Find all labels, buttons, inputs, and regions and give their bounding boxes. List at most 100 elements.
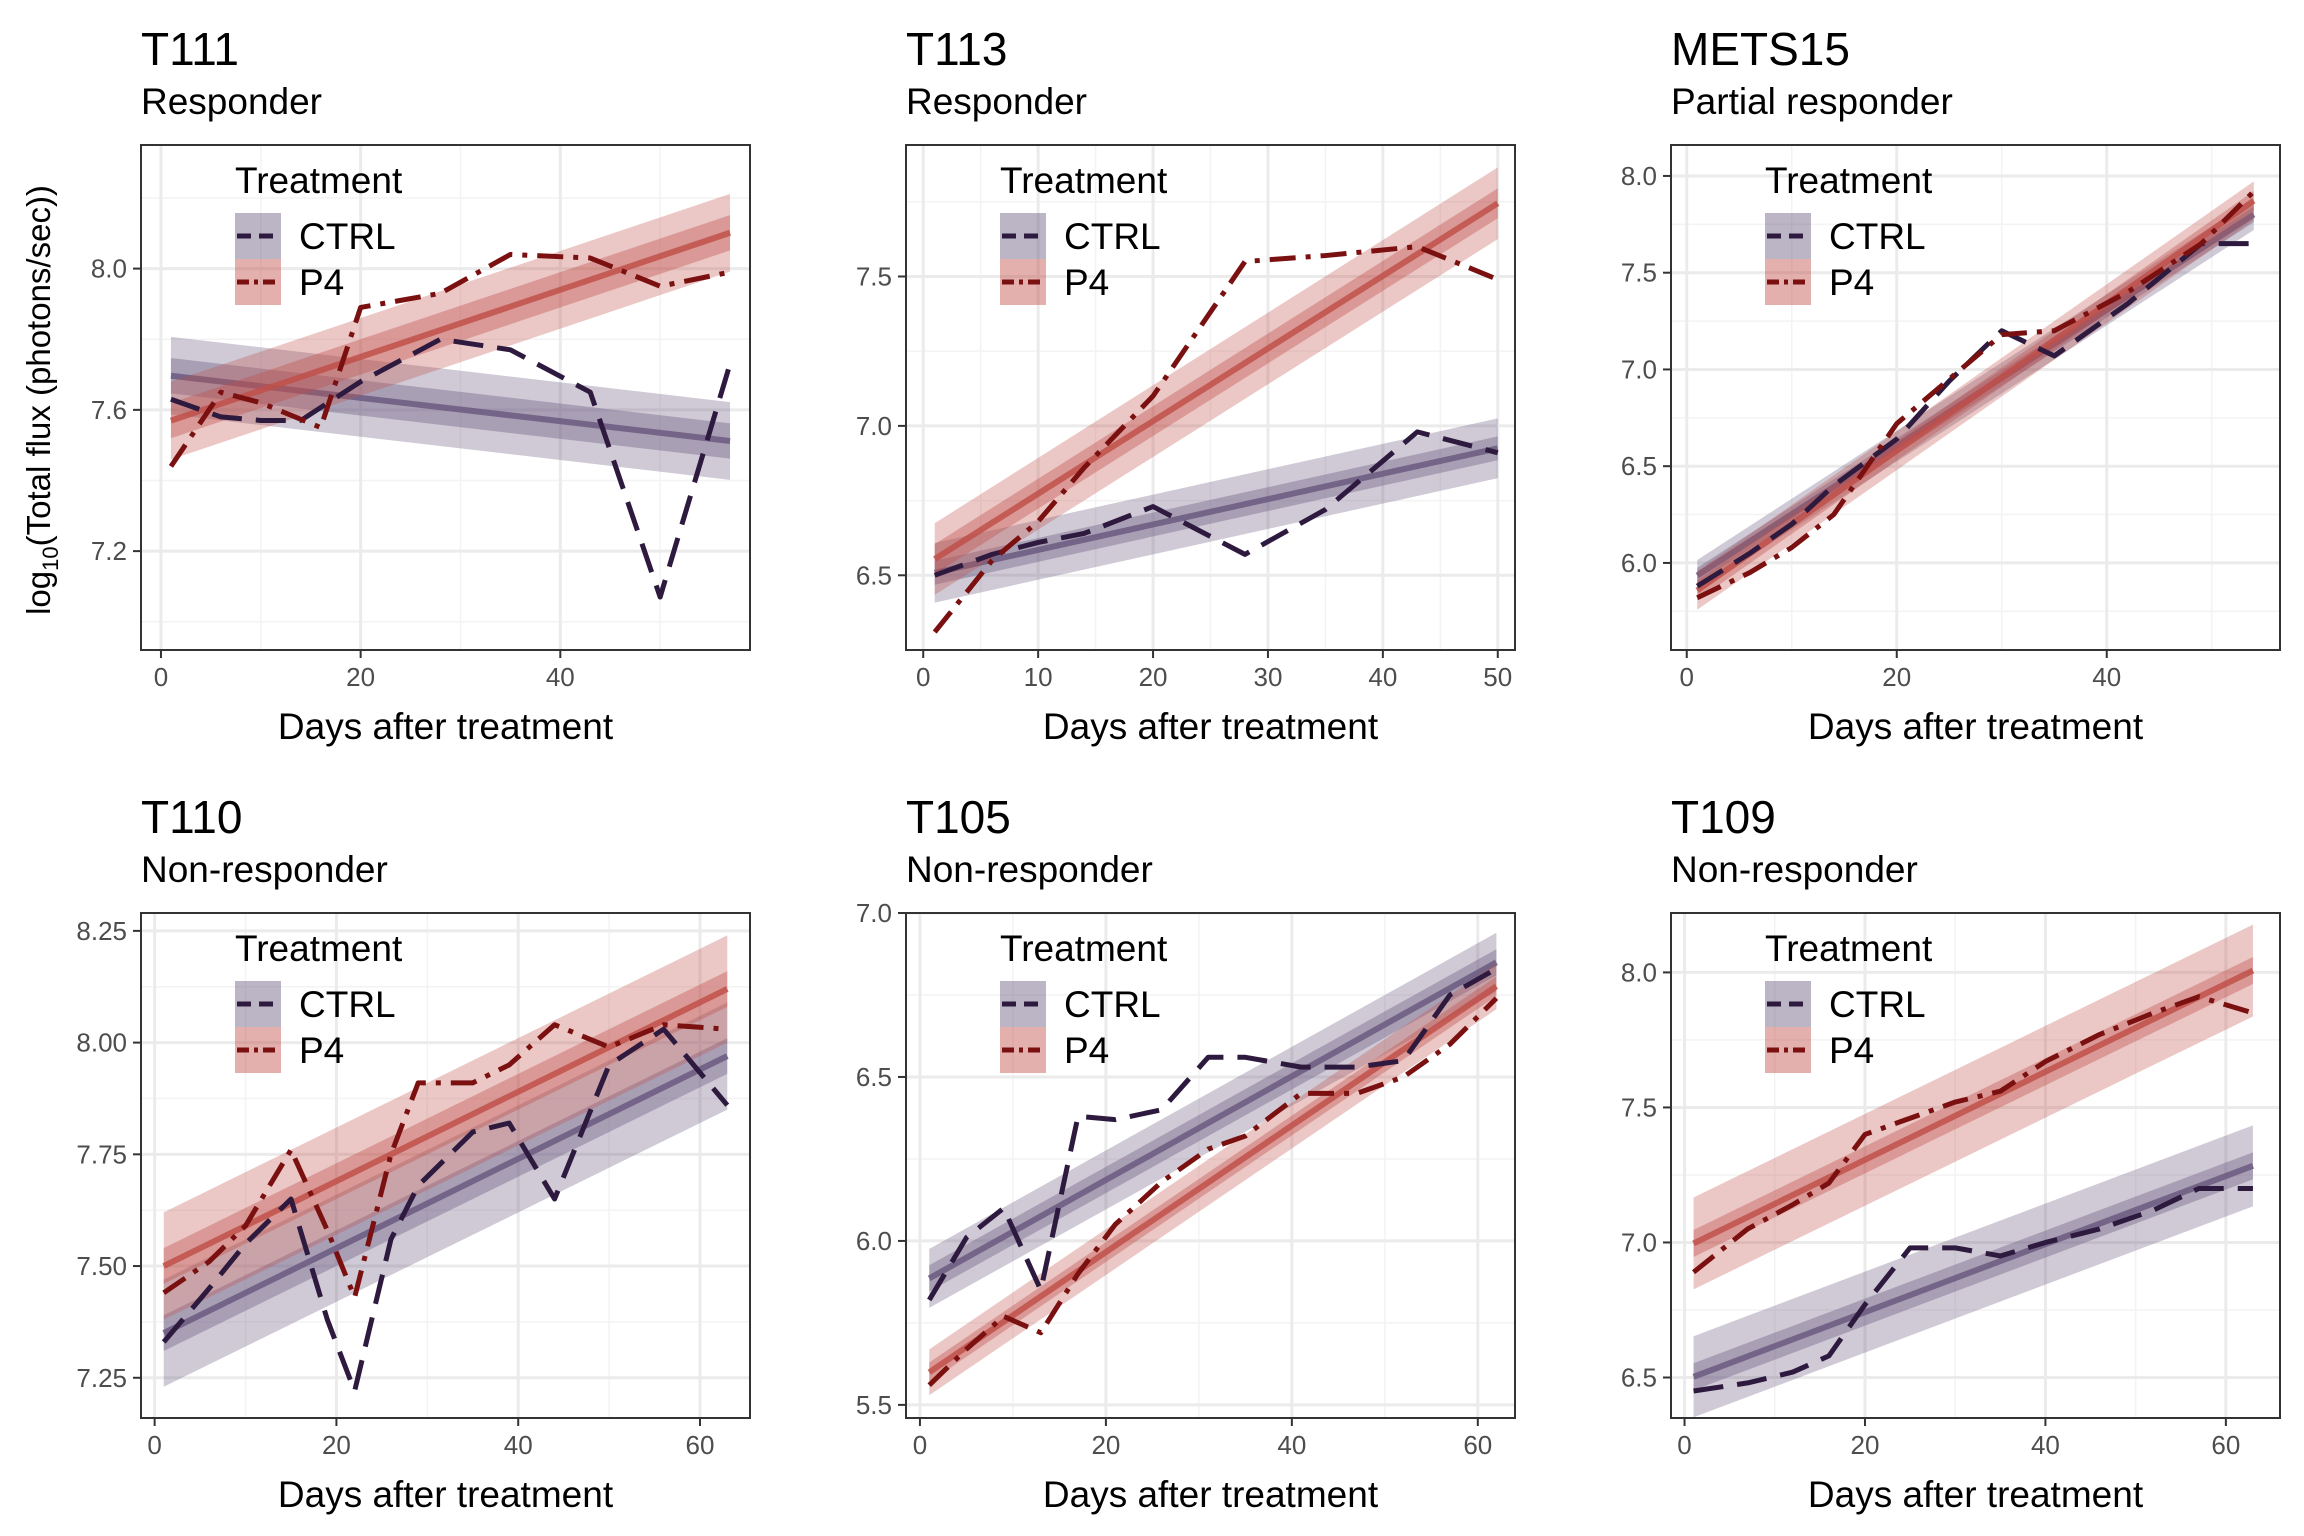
plot-area <box>932 167 1500 634</box>
y-tick-label: 7.5 <box>1621 258 1657 288</box>
legend-label-ctrl: CTRL <box>1829 984 1926 1025</box>
grid <box>141 913 750 1418</box>
x-tick-label: 40 <box>1368 662 1397 692</box>
panel-5: T109 Non-responder 0 20 40 60 6.5 7.0 7.5 8.0 Trea… <box>1621 791 2281 1515</box>
legend: Treatment CTRL P4 <box>235 160 403 305</box>
legend-label-p4: P4 <box>1064 1030 1109 1071</box>
fit-line-ctrl <box>1692 1163 2254 1380</box>
x-tick-label: 40 <box>2092 662 2121 692</box>
panel-1: T113 Responder 0 10 20 30 40 50 6.5 7.0 7.5 Treatme… <box>856 23 1516 747</box>
legend-label-p4: P4 <box>299 1030 344 1071</box>
x-tick-label: 40 <box>504 1430 533 1460</box>
legend-label-p4: P4 <box>299 262 344 303</box>
x-tick-label: 20 <box>1851 1430 1880 1460</box>
grid <box>1671 145 2280 650</box>
y-tick-label: 7.0 <box>1621 1227 1657 1257</box>
plot-area <box>1691 924 2255 1418</box>
grid <box>906 913 1515 1418</box>
x-tick-label: 20 <box>346 662 375 692</box>
x-tick-label: 0 <box>154 662 168 692</box>
panel-border <box>140 912 751 1419</box>
x-tick-label: 20 <box>322 1430 351 1460</box>
panel-border <box>905 912 1516 1419</box>
series-line-p4 <box>1691 994 2254 1275</box>
x-tick-label: 40 <box>2031 1430 2060 1460</box>
fit-line-p4 <box>169 229 731 424</box>
y-tick-label: 8.00 <box>76 1028 127 1058</box>
x-axis-label: Days after treatment <box>278 706 614 747</box>
panel-border <box>1670 144 2281 651</box>
legend-label-ctrl: CTRL <box>1064 984 1161 1025</box>
legend-label-p4: P4 <box>1829 1030 1874 1071</box>
series-line-p4 <box>168 251 731 468</box>
legend: Treatment CTRL P4 <box>235 928 403 1073</box>
y-tick-label: 7.0 <box>856 898 892 928</box>
legend-title: Treatment <box>1765 928 1933 969</box>
x-tick-label: 10 <box>1024 662 1053 692</box>
y-tick-label: 7.50 <box>76 1251 127 1281</box>
panel-title: T105 <box>906 791 1011 843</box>
y-tick-label: 8.0 <box>1621 161 1657 191</box>
x-tick-label: 50 <box>1483 662 1512 692</box>
legend-title: Treatment <box>235 160 403 201</box>
legend-label-ctrl: CTRL <box>299 216 396 257</box>
x-tick-label: 60 <box>686 1430 715 1460</box>
fit-line-p4 <box>927 983 1499 1375</box>
fit-line-ctrl <box>927 959 1498 1281</box>
legend-label-ctrl: CTRL <box>1064 216 1161 257</box>
x-tick-label: 0 <box>913 1430 927 1460</box>
y-tick-label: 7.5 <box>1621 1092 1657 1122</box>
y-tick-label: 6.0 <box>856 1226 892 1256</box>
grid <box>906 145 1515 650</box>
legend: Treatment CTRL P4 <box>1765 928 1933 1073</box>
panel-4: T105 Non-responder 0 20 40 60 5.5 6.0 6.5 7.0 Trea… <box>856 791 1516 1515</box>
x-tick-label: 60 <box>2211 1430 2240 1460</box>
x-tick-label: 40 <box>1277 1430 1306 1460</box>
series-line-ctrl <box>1695 241 2254 589</box>
legend-label-p4: P4 <box>1064 262 1109 303</box>
panel-subtitle: Responder <box>906 81 1087 122</box>
y-tick-label: 7.25 <box>76 1363 127 1393</box>
series-line-ctrl <box>927 966 1498 1302</box>
series-line-ctrl <box>1693 1185 2253 1394</box>
x-axis-label: Days after treatment <box>1043 706 1379 747</box>
x-axis-label: Days after treatment <box>1043 1474 1379 1515</box>
legend-title: Treatment <box>1000 160 1168 201</box>
x-axis-label: Days after treatment <box>1808 706 2144 747</box>
y-tick-label: 6.0 <box>1621 548 1657 578</box>
panel-border <box>1670 912 2281 1419</box>
y-tick-label: 6.5 <box>1621 1362 1657 1392</box>
panel-title: T109 <box>1671 791 1776 843</box>
legend-label-ctrl: CTRL <box>1829 216 1926 257</box>
series-line-p4 <box>162 1022 728 1300</box>
legend: Treatment CTRL P4 <box>1000 160 1168 305</box>
x-tick-label: 0 <box>916 662 930 692</box>
series-line-p4 <box>1696 189 2256 601</box>
legend-title: Treatment <box>1765 160 1933 201</box>
y-tick-label: 8.25 <box>76 916 127 946</box>
x-tick-label: 40 <box>546 662 575 692</box>
plot-area <box>927 932 1499 1396</box>
series-line-p4 <box>932 244 1499 634</box>
y-tick-label: 7.0 <box>1621 354 1657 384</box>
fit-line-p4 <box>933 200 1500 562</box>
x-tick-label: 20 <box>1882 662 1911 692</box>
x-tick-label: 0 <box>1677 1430 1691 1460</box>
panel-subtitle: Responder <box>141 81 322 122</box>
legend-label-p4: P4 <box>1829 262 1874 303</box>
panel-border <box>140 144 751 651</box>
panel-subtitle: Non-responder <box>906 849 1153 890</box>
x-axis-label: Days after treatment <box>1808 1474 2144 1515</box>
y-tick-label: 7.75 <box>76 1139 127 1169</box>
panel-border <box>905 144 1516 651</box>
y-tick-label: 8.0 <box>1621 957 1657 987</box>
x-tick-label: 60 <box>1463 1430 1492 1460</box>
panel-title: T113 <box>906 23 1007 75</box>
series-line-p4 <box>927 996 1499 1388</box>
x-tick-label: 30 <box>1253 662 1282 692</box>
legend: Treatment CTRL P4 <box>1765 160 1933 305</box>
y-tick-label: 7.5 <box>856 261 892 291</box>
legend: Treatment CTRL P4 <box>1000 928 1168 1073</box>
panel-subtitle: Non-responder <box>1671 849 1918 890</box>
